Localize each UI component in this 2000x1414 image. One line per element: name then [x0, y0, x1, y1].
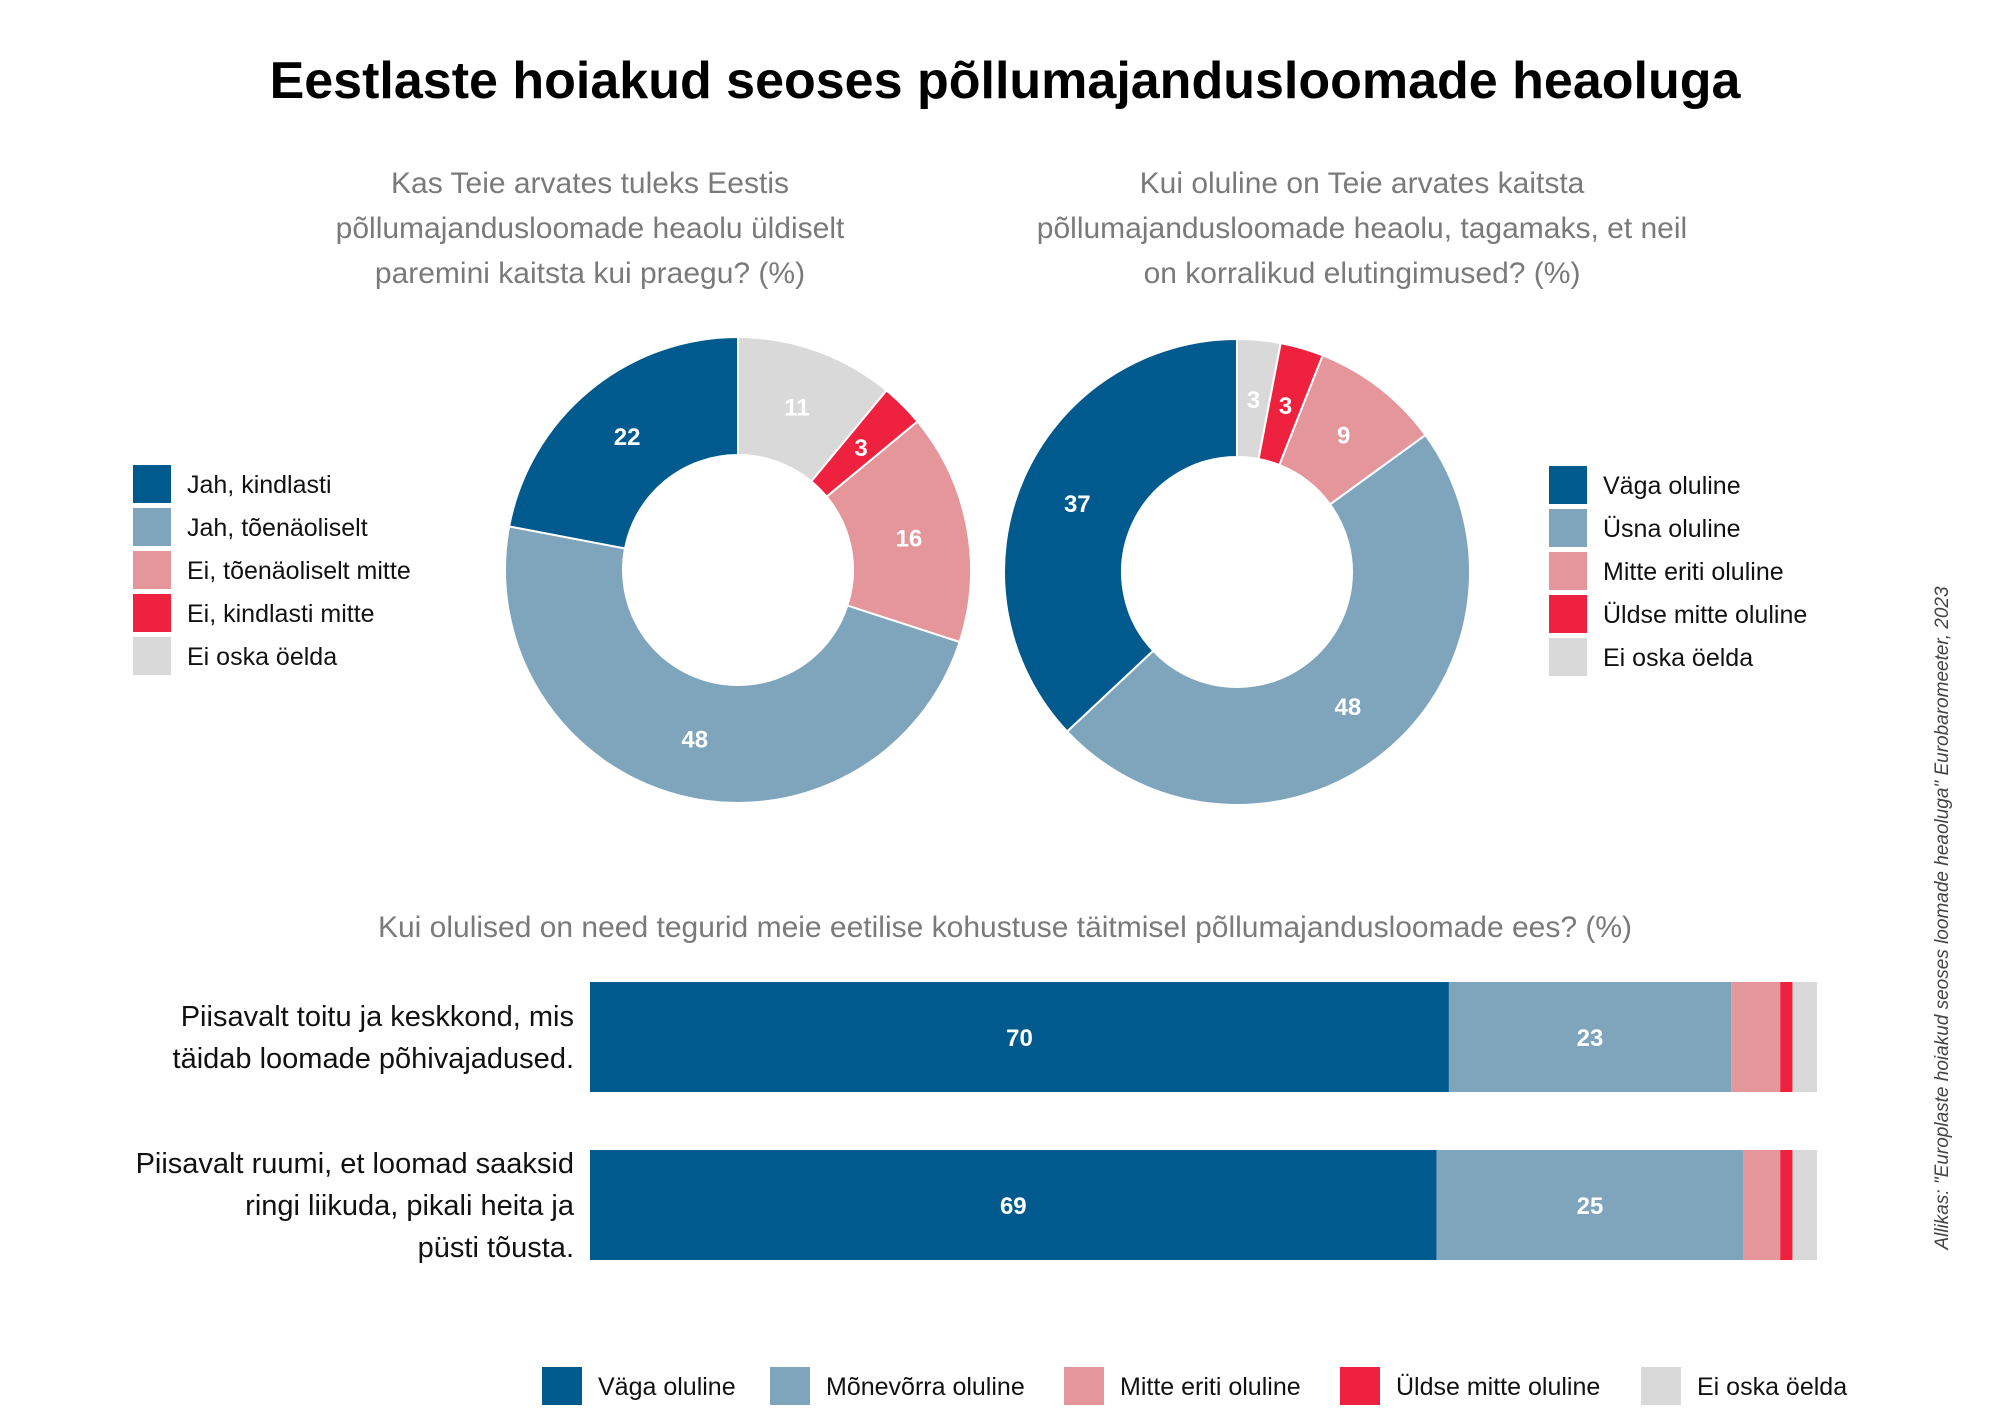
bar-legend-swatch — [542, 1367, 582, 1405]
legend-swatch — [133, 594, 171, 632]
legend-swatch — [133, 465, 171, 503]
donut-subtitle-line: on korralikud elutingimused? (%) — [1144, 257, 1581, 290]
donut-subtitle-line: Kui oluline on Teie arvates kaitsta — [1140, 167, 1585, 200]
donut-value-label: 3 — [854, 435, 867, 462]
legend-label: Ei, kindlasti mitte — [187, 600, 375, 628]
bar-category-label: täidab loomade põhivajadused. — [173, 1043, 574, 1075]
donut-value-label: 48 — [1335, 694, 1362, 721]
legend-swatch — [1549, 509, 1587, 547]
bar-category-label: Piisavalt ruumi, et loomad saaksid — [136, 1148, 574, 1180]
legend-swatch — [133, 508, 171, 546]
legend-label: Väga oluline — [1603, 472, 1741, 500]
bar-segment — [1743, 1150, 1781, 1260]
legend-label: Jah, tõenäoliselt — [187, 514, 368, 542]
donut-subtitle-line: põllumajandusloomade heaolu üldiselt — [336, 212, 845, 245]
donut-slice — [1065, 433, 1471, 806]
bar-segment — [1436, 1150, 1744, 1260]
legend-swatch — [133, 637, 171, 675]
bar-segment — [1792, 982, 1817, 1092]
legend-label: Ei oska öelda — [187, 643, 337, 671]
bar-legend-label: Ei oska öelda — [1697, 1373, 1847, 1401]
donut-value-label: 11 — [784, 394, 809, 421]
legend-swatch — [1549, 638, 1587, 676]
donut-slice — [825, 420, 972, 644]
bar-segment — [1780, 1150, 1793, 1260]
donut-slice — [507, 335, 739, 550]
bar-legend-label: Üldse mitte oluline — [1396, 1373, 1600, 1401]
bar-legend-swatch — [770, 1367, 810, 1405]
legend-label: Ei oska öelda — [1603, 644, 1753, 672]
donut-value-label: 3 — [1279, 393, 1292, 420]
bar-value-label: 25 — [1577, 1193, 1604, 1220]
donut-value-label: 37 — [1064, 491, 1091, 518]
bar-value-label: 69 — [1000, 1193, 1027, 1220]
bar-segment — [590, 1150, 1437, 1260]
bar-value-label: 70 — [1006, 1025, 1033, 1052]
bar-segment — [1448, 982, 1732, 1092]
legend-swatch — [1549, 552, 1587, 590]
legend-label: Mitte eriti oluline — [1603, 558, 1784, 586]
bar-category-label: püsti tõusta. — [418, 1232, 574, 1264]
donut-value-label: 22 — [614, 424, 641, 451]
legend-label: Üsna oluline — [1603, 515, 1741, 543]
donut-value-label: 3 — [1247, 387, 1260, 414]
donut-subtitle-line: põllumajandusloomade heaolu, tagamaks, e… — [1037, 212, 1687, 245]
donut-value-label: 9 — [1337, 423, 1350, 450]
bar-chart-title: Kui olulised on need tegurid meie eetili… — [378, 911, 1632, 944]
bar-category-label: ringi liikuda, pikali heita ja — [245, 1190, 575, 1222]
bar-legend-swatch — [1340, 1367, 1380, 1405]
donut-subtitle-line: paremini kaitsta kui praegu? (%) — [375, 257, 805, 290]
bar-segment — [590, 982, 1449, 1092]
legend-swatch — [133, 551, 171, 589]
bar-value-label: 23 — [1577, 1025, 1604, 1052]
chart-title: Eestlaste hoiakud seoses põllumajanduslo… — [270, 52, 1742, 110]
bar-legend-swatch — [1064, 1367, 1104, 1405]
legend-swatch — [1549, 466, 1587, 504]
bar-legend-label: Väga oluline — [598, 1373, 736, 1401]
donut-value-label: 16 — [896, 525, 923, 552]
bar-legend-label: Mõnevõrra oluline — [826, 1373, 1025, 1401]
legend-swatch — [1549, 595, 1587, 633]
donut-subtitle-line: Kas Teie arvates tuleks Eestis — [391, 167, 789, 200]
bar-legend-label: Mitte eriti oluline — [1120, 1373, 1301, 1401]
bar-category-label: Piisavalt toitu ja keskkond, mis — [181, 1001, 574, 1033]
legend-label: Ei, tõenäoliselt mitte — [187, 557, 411, 585]
bar-segment — [1792, 1150, 1817, 1260]
donut-value-label: 48 — [681, 727, 708, 754]
legend-label: Jah, kindlasti — [187, 471, 332, 499]
legend-label: Üldse mitte oluline — [1603, 601, 1807, 629]
source-note: Allikas: "Europlaste hoiakud seoses loom… — [1932, 586, 1953, 1251]
donut-slice — [1003, 337, 1238, 733]
donut-slice — [504, 525, 961, 804]
bar-segment — [1731, 982, 1781, 1092]
bar-legend-swatch — [1641, 1367, 1681, 1405]
bar-segment — [1780, 982, 1793, 1092]
